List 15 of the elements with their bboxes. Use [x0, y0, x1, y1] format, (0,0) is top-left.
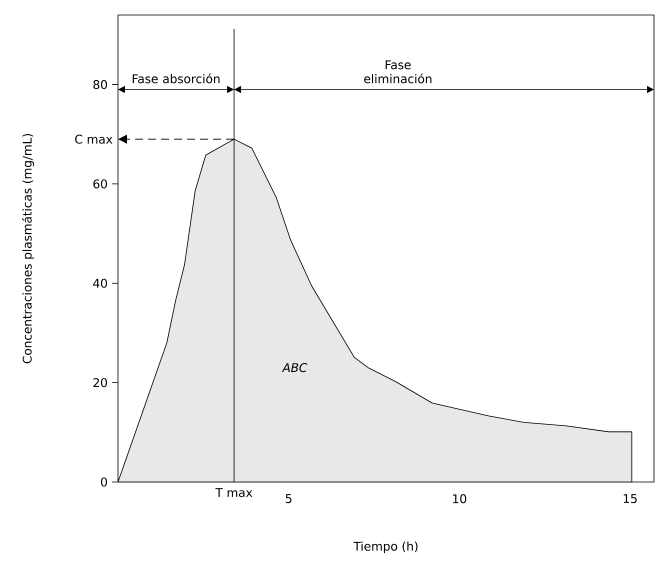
y-tick-label: 60: [93, 179, 108, 188]
annotation: ABC: [282, 363, 308, 372]
annotation: Fase eliminación: [364, 60, 432, 84]
y-axis-title: Concentraciones plasmáticas (mg/mL): [22, 134, 34, 364]
annotation: Fase absorción: [132, 74, 220, 84]
y-tick-label: 80: [93, 80, 108, 90]
y-tick-label: 20: [93, 378, 108, 388]
y-tick-label: 40: [93, 278, 108, 288]
ref-line-label: T max: [215, 488, 252, 498]
x-axis-title: Tiempo (h): [353, 541, 418, 554]
x-tick-label: 10: [453, 494, 466, 504]
x-tick-label: 15: [624, 494, 637, 504]
x-tick-label: 5: [286, 494, 292, 504]
y-tick-label: 0: [100, 477, 108, 487]
ref-line-label: C max: [75, 134, 112, 144]
